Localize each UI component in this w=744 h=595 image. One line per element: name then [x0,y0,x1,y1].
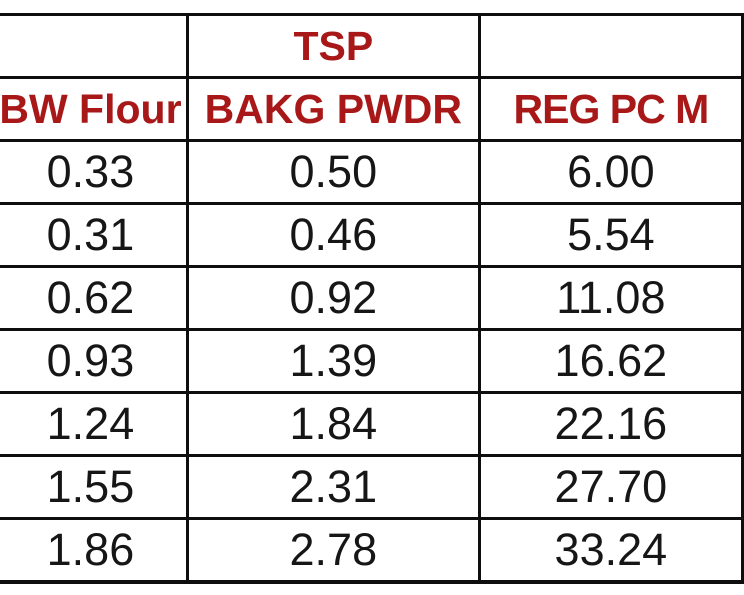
data-table: TSP BW Flour BAKG PWDR REG PC M 0.33 0.5… [0,13,744,584]
table-cell: 1.39 [185,328,481,394]
table-cell: 27.70 [477,454,744,520]
table-cell: 33.24 [477,517,744,584]
table-cell: 0.93 [0,328,189,394]
table-cell: 0.92 [185,265,481,331]
table-row: 0.93 1.39 16.62 [0,328,744,394]
table-cell: 0.33 [0,139,189,205]
table-cell: 6.00 [477,139,744,205]
table-cell: 2.78 [185,517,481,584]
table-cell: 0.50 [185,139,481,205]
table-cell: 22.16 [477,391,744,457]
column-header-bakg-pwdr: BAKG PWDR [185,76,481,142]
table-cell: 1.55 [0,454,189,520]
table-cell: 1.84 [185,391,481,457]
table-cell: 11.08 [477,265,744,331]
group-header-row: TSP [0,13,744,79]
table-cell: 0.46 [185,202,481,268]
table-row: 1.24 1.84 22.16 [0,391,744,457]
table-cell: 1.86 [0,517,189,584]
column-header-row: BW Flour BAKG PWDR REG PC M [0,76,744,142]
group-header-cell-empty-left [0,13,189,79]
table-row: 1.55 2.31 27.70 [0,454,744,520]
table-cell: 0.31 [0,202,189,268]
table-row: 1.86 2.78 33.24 [0,517,744,584]
table-cell: 0.62 [0,265,189,331]
table-row: 0.31 0.46 5.54 [0,202,744,268]
table-cell: 16.62 [477,328,744,394]
table-cell: 1.24 [0,391,189,457]
column-header-reg-pc-m: REG PC M [477,76,744,142]
group-header-cell-tsp: TSP [185,13,481,79]
column-header-bw-flour: BW Flour [0,76,189,142]
group-header-cell-empty-right [477,13,744,79]
table-viewport: TSP BW Flour BAKG PWDR REG PC M 0.33 0.5… [0,13,744,584]
table-cell: 5.54 [477,202,744,268]
table-cell: 2.31 [185,454,481,520]
table-row: 0.33 0.50 6.00 [0,139,744,205]
table-row: 0.62 0.92 11.08 [0,265,744,331]
